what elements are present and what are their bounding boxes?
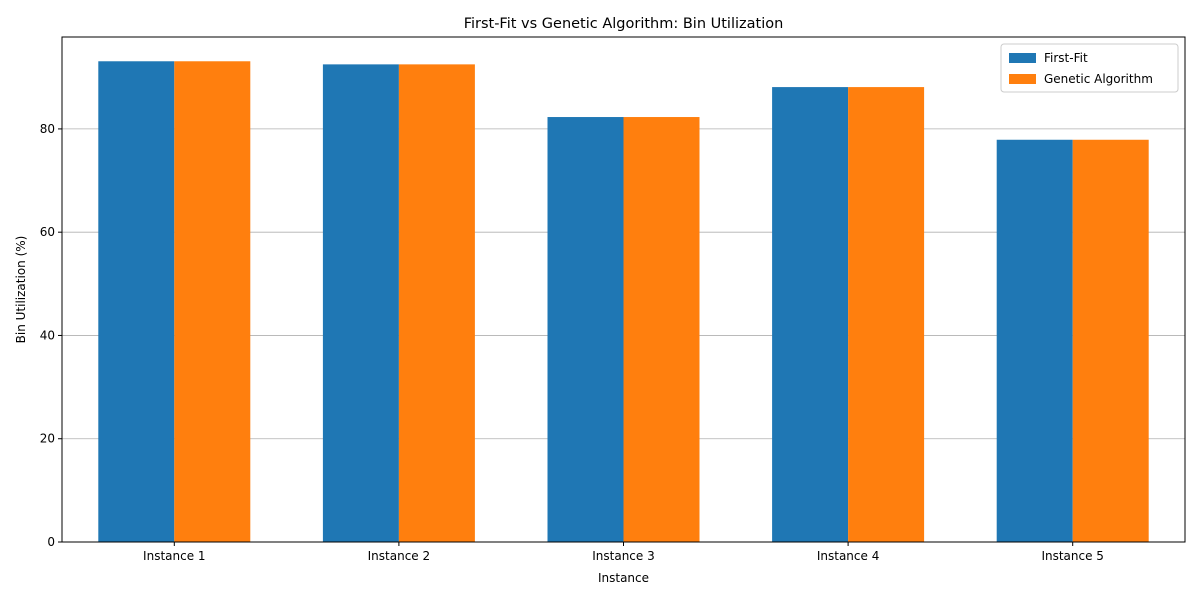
x-axis-ticks: Instance 1 Instance 2 Instance 3 Instance 4… xyxy=(143,542,1104,563)
bar-genetic-algorithm xyxy=(398,64,475,543)
bar-first-fit xyxy=(322,64,399,543)
x-tick-label: Instance 4 xyxy=(817,549,880,563)
bar-genetic-algorithm xyxy=(1072,139,1149,543)
x-tick-label: Instance 2 xyxy=(368,549,431,563)
y-tick-label: 60 xyxy=(40,225,55,239)
y-tick-label: 0 xyxy=(47,535,55,549)
legend-label: Genetic Algorithm xyxy=(1044,72,1153,86)
y-tick-label: 40 xyxy=(40,328,55,342)
bar-genetic-algorithm xyxy=(623,117,700,542)
bar-genetic-algorithm xyxy=(848,87,925,542)
y-axis-label: Bin Utilization (%) xyxy=(14,236,28,344)
y-tick-label: 20 xyxy=(40,432,55,446)
bar-first-fit xyxy=(772,87,849,542)
legend-label: First-Fit xyxy=(1044,51,1088,65)
bar-first-fit xyxy=(547,117,624,542)
chart-title: First-Fit vs Genetic Algorithm: Bin Util… xyxy=(464,16,784,32)
legend-swatch xyxy=(1009,74,1036,84)
x-tick-label: Instance 5 xyxy=(1041,549,1104,563)
legend-box xyxy=(1000,43,1179,93)
legend-swatch xyxy=(1009,53,1036,63)
y-tick-label: 80 xyxy=(40,122,55,136)
x-tick-label: Instance 3 xyxy=(592,549,655,563)
bar-first-fit xyxy=(996,139,1073,543)
legend: First-Fit Genetic Algorithm xyxy=(1000,43,1179,93)
y-axis-ticks: 0 20 40 60 80 xyxy=(40,122,62,549)
bar-genetic-algorithm xyxy=(174,61,251,542)
bar-first-fit xyxy=(98,61,175,542)
x-tick-label: Instance 1 xyxy=(143,549,206,563)
bars xyxy=(98,61,1149,543)
x-axis-label: Instance xyxy=(598,571,649,585)
